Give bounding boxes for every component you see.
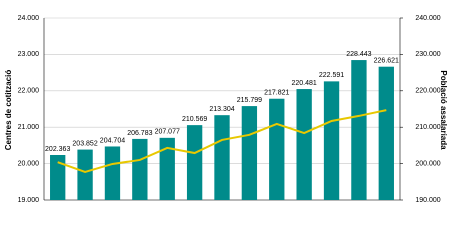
bar <box>269 98 285 200</box>
y-tick-label: 20.000 <box>18 160 40 167</box>
data-label: 215.799 <box>237 97 262 104</box>
data-label: 228.443 <box>346 51 371 58</box>
bar <box>50 154 66 200</box>
y2-tick-label: 190.000 <box>415 197 440 204</box>
data-label: 226.621 <box>374 58 399 65</box>
y-tick-label: 19.000 <box>18 197 40 204</box>
y-tick-label: 24.000 <box>18 15 40 22</box>
data-label: 204.704 <box>100 137 125 144</box>
y-tick-label: 23.000 <box>18 51 40 58</box>
data-label: 213.304 <box>209 106 234 113</box>
y2-tick-label: 240.000 <box>415 15 440 22</box>
data-label: 202.363 <box>45 146 70 153</box>
data-label: 220.481 <box>291 80 316 87</box>
data-label: 203.852 <box>72 140 97 147</box>
y-tick-label: 21.000 <box>18 124 40 131</box>
data-label: 207.077 <box>155 129 180 136</box>
bar <box>378 66 394 201</box>
bar <box>351 60 367 201</box>
bar <box>323 81 340 200</box>
bar <box>296 89 312 200</box>
data-label: 222.591 <box>319 72 344 79</box>
y2-axis-label: Població assalariada <box>439 70 448 150</box>
data-label: 210.569 <box>182 116 207 123</box>
y2-tick-label: 220.000 <box>415 88 440 95</box>
bar <box>104 146 121 200</box>
y2-tick-label: 230.000 <box>415 51 440 58</box>
bar <box>77 149 93 200</box>
line <box>57 109 387 174</box>
data-label: 217.821 <box>264 90 289 97</box>
bar <box>186 125 203 200</box>
y2-tick-label: 200.000 <box>415 160 440 167</box>
bar <box>132 138 148 200</box>
bar <box>159 137 175 200</box>
y2-tick-label: 210.000 <box>415 124 440 131</box>
bar <box>241 106 258 200</box>
data-label: 206.783 <box>127 130 152 137</box>
bar <box>214 115 230 200</box>
chart: Centres de cotització Població assalaria… <box>4 15 448 204</box>
y-axis-label: Centres de cotització <box>4 70 13 151</box>
y-tick-label: 22.000 <box>18 88 40 95</box>
